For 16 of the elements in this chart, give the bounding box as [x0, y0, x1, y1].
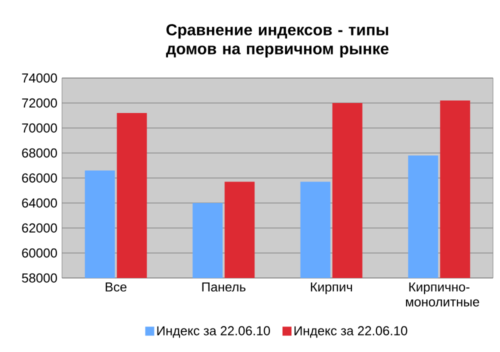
y-tick-label: 62000	[22, 223, 57, 233]
x-tick-label: Кирпич	[310, 282, 352, 294]
y-tick-label: 64000	[22, 198, 57, 208]
y-tick-label: 68000	[22, 148, 57, 158]
y-tick-label: 72000	[22, 98, 57, 108]
y-tick-label: 74000	[22, 73, 57, 83]
x-tick-label: Кирпично-монолитные	[406, 282, 480, 306]
x-tick-label: Панель	[202, 282, 246, 292]
x-tick-label: Все	[106, 282, 126, 292]
y-tick-label: 66000	[22, 173, 57, 183]
legend-label: Индекс за 22.06.10	[294, 326, 408, 338]
y-tick-label: 58000	[22, 273, 57, 283]
y-tick-label: 60000	[22, 248, 57, 258]
legend-label: Индекс за 22.06.10	[157, 326, 270, 338]
chart-title: Сравнение индексов - типы домов на первичном рынке	[166, 24, 388, 58]
y-tick-label: 70000	[22, 123, 57, 133]
